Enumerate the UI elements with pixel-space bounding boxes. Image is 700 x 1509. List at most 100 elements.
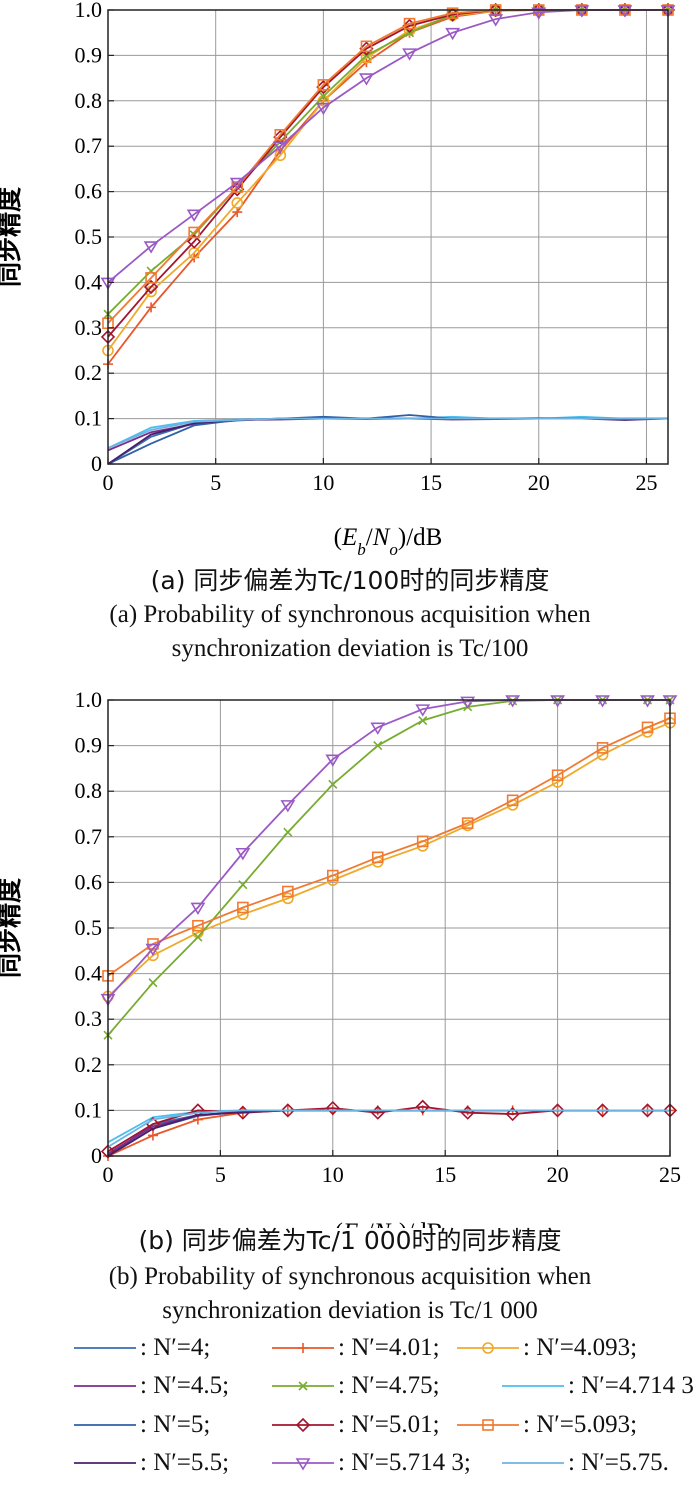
series-line — [107, 721, 671, 998]
data-point — [415, 704, 431, 717]
legend-marker — [298, 1343, 308, 1353]
legend-swatch — [74, 1462, 136, 1464]
y-tick-label: 0.1 — [75, 1097, 103, 1122]
series-8 — [100, 2, 676, 345]
series-5 — [103, 5, 673, 319]
data-point — [317, 79, 330, 91]
caption-b-cn: (b) 同步偏差为Tc/1 000时的同步精度 — [138, 1226, 562, 1255]
data-point — [596, 748, 609, 761]
series-5 — [103, 695, 675, 1040]
data-point — [660, 5, 676, 18]
series-9 — [102, 4, 674, 330]
data-point — [188, 226, 200, 239]
y-tick-label: 0.5 — [75, 915, 103, 940]
data-point — [574, 5, 590, 18]
legend-swatch — [502, 1385, 564, 1387]
x-tick-label: 25 — [635, 470, 657, 495]
series-line — [107, 699, 670, 1000]
series-line — [107, 9, 668, 324]
chart-b: 0 5 10 15 20 25 0 0.1 0.2 0.3 0.4 0.5 0.6 0.7 0.8 0.9 1.… — [0, 687, 681, 1228]
legend-swatch — [272, 1458, 334, 1471]
data-point — [662, 695, 678, 708]
y-tick-label: 0 — [91, 451, 102, 476]
data-point — [325, 754, 341, 767]
y-tick-label: 0.4 — [75, 269, 103, 294]
legend-marker — [298, 1381, 308, 1391]
legend-label: : N′=5.75. — [568, 1449, 669, 1476]
data-point — [146, 302, 157, 313]
data-point — [551, 776, 564, 788]
data-point — [371, 851, 384, 864]
data-point — [617, 5, 633, 18]
data-point — [229, 177, 245, 191]
y-tick-label: 0.5 — [75, 224, 103, 249]
data-point — [506, 794, 519, 807]
data-point — [274, 129, 287, 141]
series-12 — [107, 1109, 670, 1148]
y-tick-label: 0.2 — [75, 1052, 103, 1077]
data-point — [192, 919, 204, 932]
data-point — [235, 847, 251, 861]
x-tick-label: 5 — [215, 1162, 226, 1187]
data-point — [280, 1103, 295, 1118]
data-point — [283, 827, 293, 837]
data-point — [282, 885, 294, 898]
legend-swatch — [74, 1385, 136, 1387]
data-point — [328, 779, 338, 789]
data-point — [190, 1103, 206, 1118]
legend-label: : N′=5.714 3; — [338, 1449, 471, 1476]
x-tick-label: 20 — [547, 1162, 569, 1187]
caption-a-cn: (a) 同步偏差为Tc/100时的同步精度 — [150, 566, 550, 595]
series-line — [107, 717, 671, 977]
series-8 — [100, 1099, 678, 1159]
legend-label: : N′=5.093; — [523, 1411, 638, 1438]
data-point — [641, 721, 654, 734]
y-axis-label: 同步精度 — [0, 878, 24, 978]
data-point — [186, 209, 202, 222]
legend-item: : N′=5.01; — [270, 1405, 440, 1445]
legend-label: : N′=5.01; — [338, 1411, 440, 1438]
legend-item: : N′=5.75. — [500, 1443, 669, 1483]
data-point — [231, 197, 244, 209]
legend-item: : N′=5.093; — [455, 1405, 637, 1445]
legend-swatch — [272, 1417, 334, 1433]
x-tick-label: 10 — [312, 470, 334, 495]
y-tick-label: 0 — [91, 1143, 102, 1168]
data-point — [415, 1099, 430, 1114]
legend-item: : N′=4.5; — [72, 1366, 229, 1406]
y-tick-label: 0.4 — [75, 961, 103, 986]
data-point — [595, 695, 610, 708]
legend-swatch — [457, 1419, 519, 1431]
legend-swatch — [272, 1381, 334, 1391]
data-point — [146, 266, 156, 276]
series-line — [107, 417, 668, 449]
data-point — [446, 7, 459, 19]
legend-swatch — [502, 1462, 564, 1464]
y-tick-label: 0.7 — [75, 824, 103, 849]
data-point — [187, 234, 202, 249]
data-point — [488, 14, 504, 27]
data-point — [595, 1103, 610, 1118]
series-12 — [107, 417, 668, 449]
y-tick-label: 0.9 — [75, 733, 103, 758]
legend-swatch — [74, 1424, 136, 1426]
data-point — [272, 141, 288, 154]
data-point — [280, 800, 296, 813]
series-11 — [100, 695, 678, 1007]
data-point — [273, 129, 288, 145]
legend-item: : N′=4.093; — [455, 1328, 637, 1368]
data-point — [596, 742, 609, 754]
legend-label: : N′=4.01; — [338, 1334, 440, 1361]
x-tick-label: 25 — [659, 1162, 681, 1187]
y-tick-label: 0.8 — [75, 778, 103, 803]
legend-item: : N′=5; — [72, 1405, 210, 1445]
data-point — [640, 1103, 655, 1118]
data-point — [373, 741, 383, 751]
data-point — [147, 1130, 158, 1141]
y-tick-label: 0.2 — [75, 360, 103, 385]
data-point — [326, 869, 339, 882]
data-point — [505, 695, 521, 708]
legend-item: : N′=4; — [72, 1328, 210, 1368]
y-tick-label: 0.9 — [75, 42, 103, 67]
x-axis-label: (Eb/No)/dB — [334, 524, 443, 559]
